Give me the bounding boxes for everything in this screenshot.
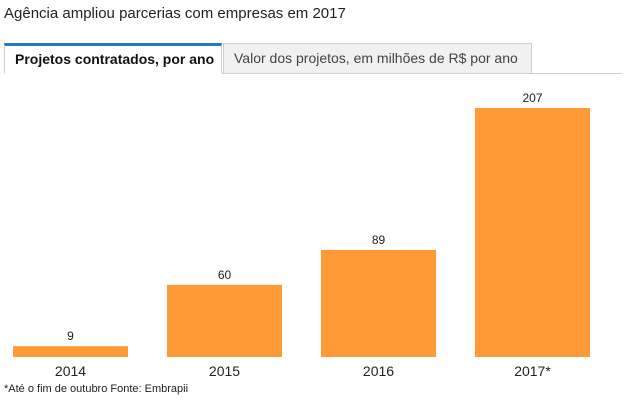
- x-tick-label-2017*: 2017*: [514, 363, 551, 379]
- data-label-2015: 60: [218, 268, 232, 282]
- x-tick-label-2016: 2016: [363, 363, 394, 379]
- tab-projetos-contratados[interactable]: Projetos contratados, por ano: [4, 43, 222, 74]
- bar-2015: [167, 284, 282, 357]
- footnote: *Até o fim de outubro Fonte: Embrapii: [4, 383, 189, 395]
- bar-chart: 9 2014 60 2015 89 2016 207 2017*: [13, 91, 590, 379]
- tab-valor-dos-projetos[interactable]: Valor dos projetos, em milhões de R$ por…: [223, 43, 532, 73]
- tab-bar: Projetos contratados, por ano Valor dos …: [4, 43, 622, 74]
- bar-2016: [321, 249, 436, 357]
- data-label-2016: 89: [372, 233, 386, 247]
- data-label-2017*: 207: [522, 91, 542, 105]
- x-tick-label-2014: 2014: [55, 363, 86, 379]
- bar-2017*: [475, 108, 590, 357]
- data-label-2014: 9: [67, 329, 74, 343]
- chart-title: Agência ampliou parcerias com empresas e…: [4, 5, 346, 22]
- bar-2014: [13, 346, 128, 357]
- x-tick-label-2015: 2015: [209, 363, 240, 379]
